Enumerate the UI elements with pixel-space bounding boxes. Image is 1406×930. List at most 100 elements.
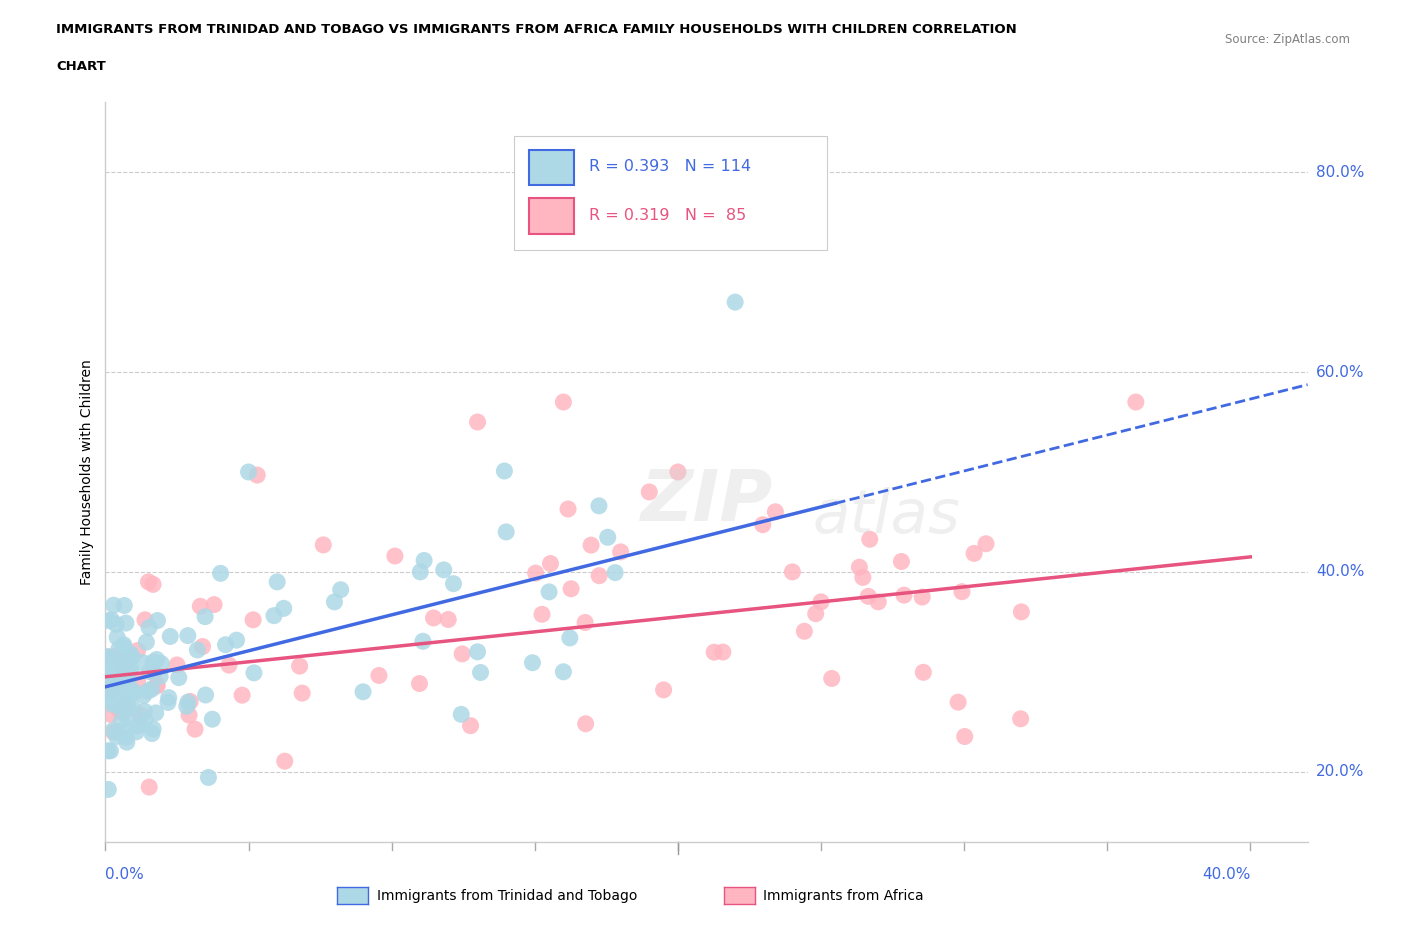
Point	[112, 637, 135, 652]
Point	[177, 628, 200, 643]
Point	[127, 644, 149, 658]
Point	[191, 639, 214, 654]
Point	[142, 655, 165, 670]
Point	[138, 620, 160, 635]
Point	[141, 726, 163, 741]
Point	[149, 669, 172, 684]
Point	[159, 629, 181, 644]
Point	[134, 612, 156, 627]
Point	[184, 722, 207, 737]
Point	[1010, 604, 1032, 619]
Text: 40.0%: 40.0%	[1202, 867, 1250, 882]
Point	[242, 612, 264, 627]
Point	[666, 465, 689, 480]
Point	[121, 650, 143, 665]
Point	[129, 717, 152, 732]
Text: 20.0%: 20.0%	[1316, 764, 1364, 779]
Point	[188, 599, 211, 614]
Point	[112, 698, 135, 712]
Point	[97, 683, 120, 698]
Point	[603, 565, 626, 580]
Point	[209, 565, 232, 580]
Point	[104, 687, 127, 702]
Point	[156, 695, 179, 710]
Point	[145, 706, 167, 721]
Point	[522, 656, 544, 671]
Point	[202, 597, 225, 612]
Point	[100, 613, 122, 628]
Point	[129, 708, 152, 723]
Point	[131, 655, 153, 670]
Point	[114, 660, 136, 675]
Point	[134, 704, 156, 719]
Point	[893, 588, 915, 603]
Point	[974, 537, 997, 551]
Point	[124, 684, 146, 699]
Point	[266, 575, 288, 590]
Point	[579, 538, 602, 552]
Point	[146, 678, 169, 693]
Bar	[529, 198, 574, 234]
Point	[117, 699, 139, 714]
Point	[724, 295, 747, 310]
Point	[470, 665, 492, 680]
Point	[852, 570, 875, 585]
Point	[274, 753, 297, 768]
Point	[108, 703, 131, 718]
Point	[246, 468, 269, 483]
Point	[1125, 394, 1147, 409]
Text: R = 0.319   N =  85: R = 0.319 N = 85	[589, 208, 747, 223]
Point	[524, 565, 547, 580]
Point	[97, 666, 120, 681]
Text: 0.0%: 0.0%	[105, 867, 145, 882]
Point	[312, 538, 335, 552]
Point	[575, 716, 598, 731]
Point	[103, 723, 125, 737]
Point	[176, 698, 198, 713]
Point	[108, 642, 131, 657]
Point	[443, 577, 465, 591]
Point	[763, 504, 786, 519]
Text: 60.0%: 60.0%	[1316, 365, 1364, 379]
Point	[103, 649, 125, 664]
Point	[553, 394, 575, 409]
Point	[112, 598, 135, 613]
Point	[804, 606, 827, 621]
Point	[201, 711, 224, 726]
Point	[97, 649, 120, 664]
Point	[538, 584, 561, 599]
Point	[142, 722, 165, 737]
Point	[138, 575, 160, 590]
Text: ZIP: ZIP	[640, 467, 773, 536]
Point	[97, 613, 120, 628]
Point	[460, 718, 482, 733]
Point	[711, 644, 734, 659]
Point	[121, 701, 143, 716]
Point	[145, 652, 167, 667]
Point	[103, 671, 125, 686]
Text: CHART: CHART	[56, 60, 105, 73]
Point	[437, 612, 460, 627]
Point	[103, 598, 125, 613]
Point	[103, 724, 125, 739]
Point	[105, 729, 128, 744]
Point	[177, 695, 200, 710]
Point	[231, 687, 253, 702]
Point	[177, 708, 200, 723]
Point	[107, 674, 129, 689]
Point	[112, 723, 135, 737]
Point	[225, 632, 247, 647]
Bar	[529, 150, 574, 185]
Text: Immigrants from Africa: Immigrants from Africa	[763, 888, 924, 903]
Point	[273, 601, 295, 616]
Point	[115, 655, 138, 670]
Text: atlas: atlas	[813, 486, 960, 546]
Text: IMMIGRANTS FROM TRINIDAD AND TOBAGO VS IMMIGRANTS FROM AFRICA FAMILY HOUSEHOLDS : IMMIGRANTS FROM TRINIDAD AND TOBAGO VS I…	[56, 23, 1017, 36]
Y-axis label: Family Households with Children: Family Households with Children	[80, 359, 94, 585]
Point	[166, 658, 188, 672]
Point	[104, 677, 127, 692]
Point	[858, 589, 880, 604]
Point	[117, 663, 139, 678]
Point	[495, 525, 517, 539]
Point	[751, 517, 773, 532]
